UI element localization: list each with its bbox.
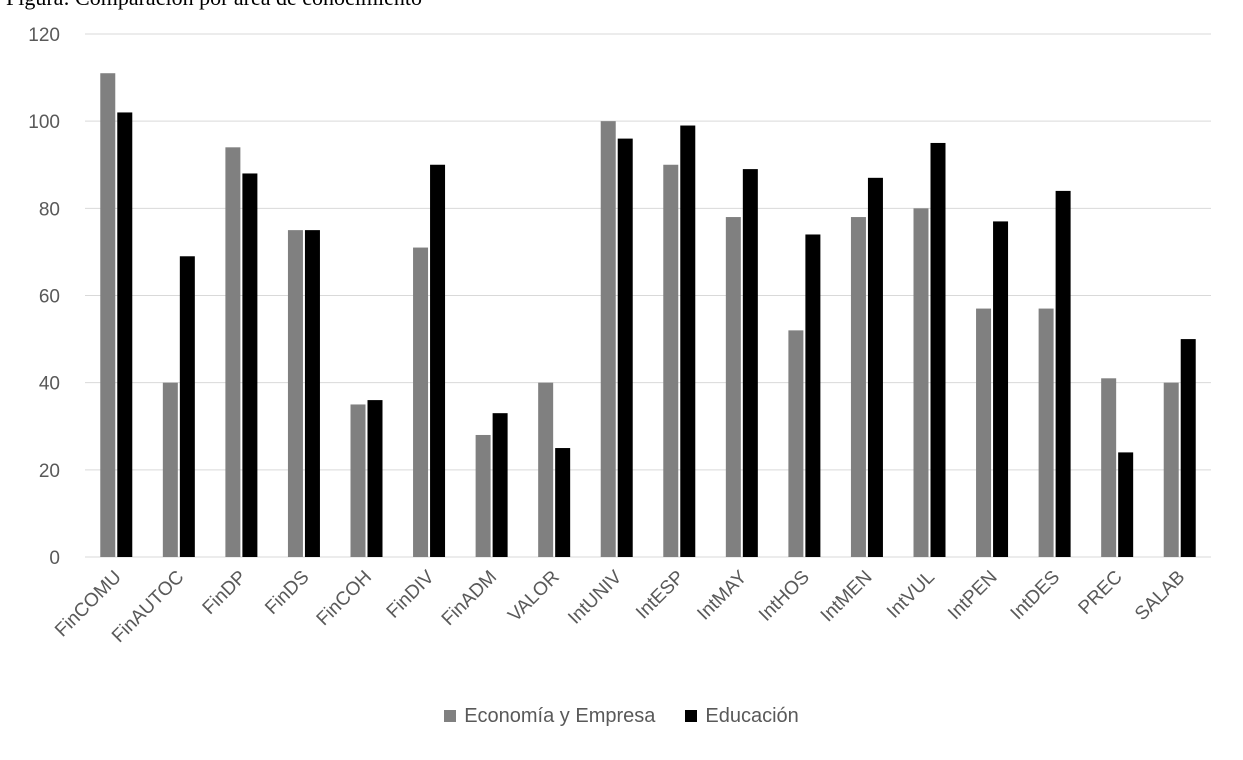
bar-economia-intvul — [913, 208, 929, 558]
bar-economia-finautoc — [162, 382, 178, 557]
bar-economia-finds — [287, 230, 303, 557]
bar-economia-findiv — [413, 247, 429, 557]
bar-economia-intmen — [850, 217, 866, 558]
legend-swatch-economia — [444, 710, 457, 722]
legend-item-educacion: Educación — [685, 704, 799, 728]
bar-educacion-fincomu — [117, 112, 133, 557]
x-tick-label: FinADM — [438, 567, 501, 630]
bar-economia-inthos — [788, 330, 804, 557]
bar-economia-intuniv — [600, 121, 616, 558]
legend-swatch-educacion — [685, 710, 698, 722]
bar-economia-finadm — [475, 434, 491, 557]
bar-educacion-finds — [304, 230, 320, 557]
x-tick-label: FinDIV — [383, 566, 439, 622]
y-tick-label: 80 — [39, 199, 60, 220]
legend-label-economia: Economía y Empresa — [464, 704, 656, 727]
x-tick-label: IntUNIV — [564, 566, 626, 628]
y-tick-label: 40 — [39, 374, 60, 395]
bar-educacion-intpen — [993, 221, 1009, 558]
y-axis-tick-labels: 0 20 40 60 80 100 120 — [28, 25, 60, 569]
bar-economia-intmay — [725, 217, 741, 558]
y-tick-label: 120 — [28, 25, 60, 46]
x-tick-label: FinCOH — [313, 567, 376, 630]
bar-economia-fincomu — [100, 73, 116, 557]
x-tick-label: IntHOS — [755, 567, 814, 626]
y-tick-label: 100 — [28, 112, 60, 133]
bar-educacion-intuniv — [617, 138, 633, 557]
x-tick-label: VALOR — [504, 567, 563, 626]
bar-economia-intdes — [1038, 308, 1054, 557]
bar-economia-valor — [538, 382, 554, 557]
bar-educacion-intdes — [1055, 190, 1071, 557]
bar-economia-findp — [225, 147, 241, 558]
legend-label-educacion: Educación — [705, 704, 799, 727]
bar-educacion-intmay — [742, 169, 758, 557]
bar-educacion-intvul — [930, 142, 946, 558]
bar-economia-fincoh — [350, 404, 366, 557]
x-tick-label: IntESP — [632, 567, 689, 624]
gridlines — [85, 33, 1211, 558]
x-tick-label: PREC — [1075, 567, 1127, 619]
x-tick-label: IntMEN — [817, 567, 877, 627]
bar-educacion-finadm — [492, 413, 508, 557]
y-tick-label: 60 — [39, 287, 60, 308]
bar-educacion-salab — [1180, 339, 1196, 557]
y-tick-label: 20 — [39, 461, 60, 482]
x-tick-label: IntDES — [1007, 567, 1064, 624]
x-tick-label: IntMAY — [693, 566, 751, 624]
bar-educacion-findp — [242, 173, 258, 557]
legend: Economía y Empresa Educación — [0, 700, 1243, 732]
bar-educacion-prec — [1118, 452, 1134, 557]
legend-item-economia: Economía y Empresa — [444, 705, 655, 728]
bar-economia-intpen — [976, 308, 992, 557]
bar-economia-intesp — [663, 164, 679, 557]
x-tick-label: SALAB — [1131, 567, 1189, 625]
bar-educacion-intesp — [680, 125, 696, 558]
bar-educacion-fincoh — [367, 400, 383, 557]
x-tick-label: FinDP — [199, 567, 251, 619]
bar-educacion-intmen — [867, 177, 883, 557]
figure-caption-cropped: Figura: Comparación por área de conocimi… — [0, 0, 1243, 10]
bar-educacion-inthos — [805, 234, 821, 557]
figure-caption-text: Figura: Comparación por área de conocimi… — [6, 0, 422, 9]
bars — [100, 73, 1196, 558]
y-tick-label: 0 — [49, 548, 60, 569]
x-tick-label: FinDS — [261, 567, 313, 619]
x-tick-label: IntVUL — [883, 567, 939, 623]
bar-economia-prec — [1101, 378, 1117, 557]
bar-educacion-finautoc — [179, 256, 195, 557]
bar-educacion-findiv — [430, 164, 446, 557]
bar-educacion-valor — [555, 448, 571, 557]
x-tick-label: IntPEN — [944, 567, 1001, 624]
bar-economia-salab — [1163, 382, 1179, 557]
